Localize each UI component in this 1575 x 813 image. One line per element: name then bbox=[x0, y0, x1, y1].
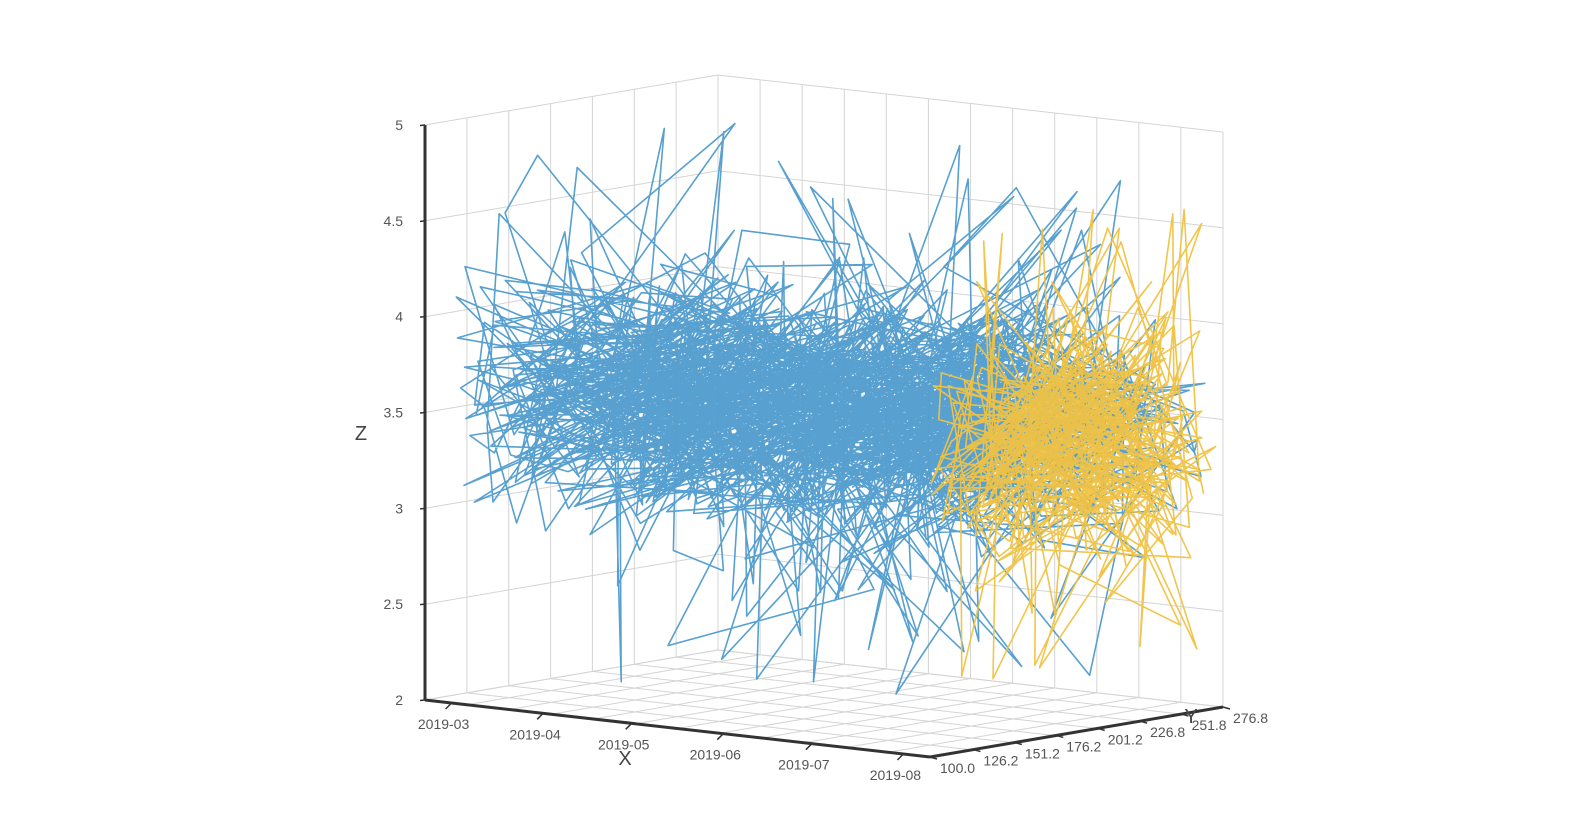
grid-line-y-floor bbox=[676, 656, 1182, 715]
y-tick-label: 276.8 bbox=[1233, 710, 1268, 726]
y-tick-label: 176.2 bbox=[1066, 738, 1101, 754]
grid-line-y-floor bbox=[550, 678, 1056, 737]
grid-line-y-floor bbox=[717, 649, 1224, 708]
z-tick-label: 4 bbox=[395, 309, 403, 325]
label-layer: 2 2.5 3 3.5 4 4.5 5 2019-03 2019-04 2019-05 2019-0… bbox=[355, 117, 1268, 783]
z-tick-mark bbox=[419, 220, 426, 223]
z-tick-mark bbox=[419, 507, 426, 510]
grid-line-x-floor bbox=[761, 687, 1055, 739]
x-tick-mark bbox=[896, 753, 904, 761]
x-tick-label: 2019-07 bbox=[778, 757, 830, 773]
grid-line-y-floor bbox=[634, 663, 1140, 722]
grid-line-x-floor bbox=[677, 678, 971, 729]
z-axis-name: Z bbox=[355, 423, 367, 445]
z-tick-label: 4.5 bbox=[384, 213, 404, 229]
x-tick-label: 2019-05 bbox=[598, 736, 650, 752]
grid-line-x-floor bbox=[593, 668, 887, 720]
y-tick-mark bbox=[973, 748, 981, 753]
grid-line-y-floor bbox=[466, 692, 972, 751]
grid-line-x-floor bbox=[424, 649, 719, 701]
x-tick-mark bbox=[805, 743, 813, 751]
x-tick-mark bbox=[445, 702, 453, 710]
y-axis-name: Y bbox=[1184, 706, 1197, 728]
x-tick-mark bbox=[716, 733, 724, 741]
x-axis-line bbox=[424, 698, 931, 759]
z-tick-label: 2.5 bbox=[384, 596, 404, 612]
y-tick-mark bbox=[1014, 741, 1023, 746]
y-axis-line bbox=[929, 705, 1224, 759]
grid-line-x-floor bbox=[509, 659, 803, 710]
x-tick-label: 2019-06 bbox=[690, 747, 742, 763]
y-tick-mark bbox=[1097, 727, 1105, 732]
z-tick-mark bbox=[419, 699, 426, 702]
z-tick-mark bbox=[419, 124, 426, 127]
y-tick-label: 100.0 bbox=[940, 760, 975, 776]
z-tick-mark bbox=[419, 315, 426, 318]
grid-line-x-floor bbox=[803, 692, 1097, 744]
grid-line-y-floor bbox=[592, 670, 1098, 729]
y-tick-mark bbox=[1222, 706, 1231, 710]
x-tick-label: 2019-03 bbox=[418, 716, 470, 732]
grid-line-x-floor bbox=[467, 654, 761, 706]
y-tick-mark bbox=[1139, 720, 1148, 724]
grid-line-z-left bbox=[424, 74, 719, 126]
x-axis-name: X bbox=[618, 748, 631, 770]
grid-line-x-floor bbox=[845, 697, 1139, 748]
series-layer bbox=[455, 122, 1217, 695]
grid-line-x-floor bbox=[551, 663, 845, 715]
z-tick-label: 2 bbox=[395, 692, 403, 708]
grid-line-y-floor bbox=[508, 685, 1014, 744]
x-tick-mark bbox=[536, 712, 544, 720]
y-tick-label: 226.8 bbox=[1150, 724, 1185, 740]
y-tick-mark bbox=[1056, 734, 1064, 739]
grid-line-z-left bbox=[424, 553, 719, 605]
y-tick-label: 151.2 bbox=[1025, 746, 1060, 762]
z-tick-label: 5 bbox=[395, 117, 403, 133]
z-tick-mark bbox=[419, 411, 426, 414]
x-tick-label: 2019-08 bbox=[870, 767, 922, 783]
grid-line-x-floor bbox=[635, 673, 929, 725]
series-line bbox=[930, 208, 1217, 680]
axis-layer bbox=[419, 124, 1231, 761]
y-tick-label: 201.2 bbox=[1108, 731, 1143, 747]
grid-line-x-floor bbox=[719, 682, 1013, 734]
series-line bbox=[455, 122, 1206, 695]
y-tick-label: 251.8 bbox=[1192, 717, 1227, 733]
z-tick-label: 3.5 bbox=[384, 405, 404, 421]
x-tick-label: 2019-04 bbox=[509, 726, 561, 742]
grid-line-x-floor bbox=[887, 701, 1181, 753]
y-tick-label: 126.2 bbox=[983, 753, 1018, 769]
y-tick-mark bbox=[929, 756, 938, 760]
x-tick-mark bbox=[625, 722, 633, 730]
z-tick-label: 3 bbox=[395, 500, 403, 516]
z-tick-mark bbox=[419, 603, 426, 606]
y-tick-mark bbox=[1181, 713, 1189, 717]
